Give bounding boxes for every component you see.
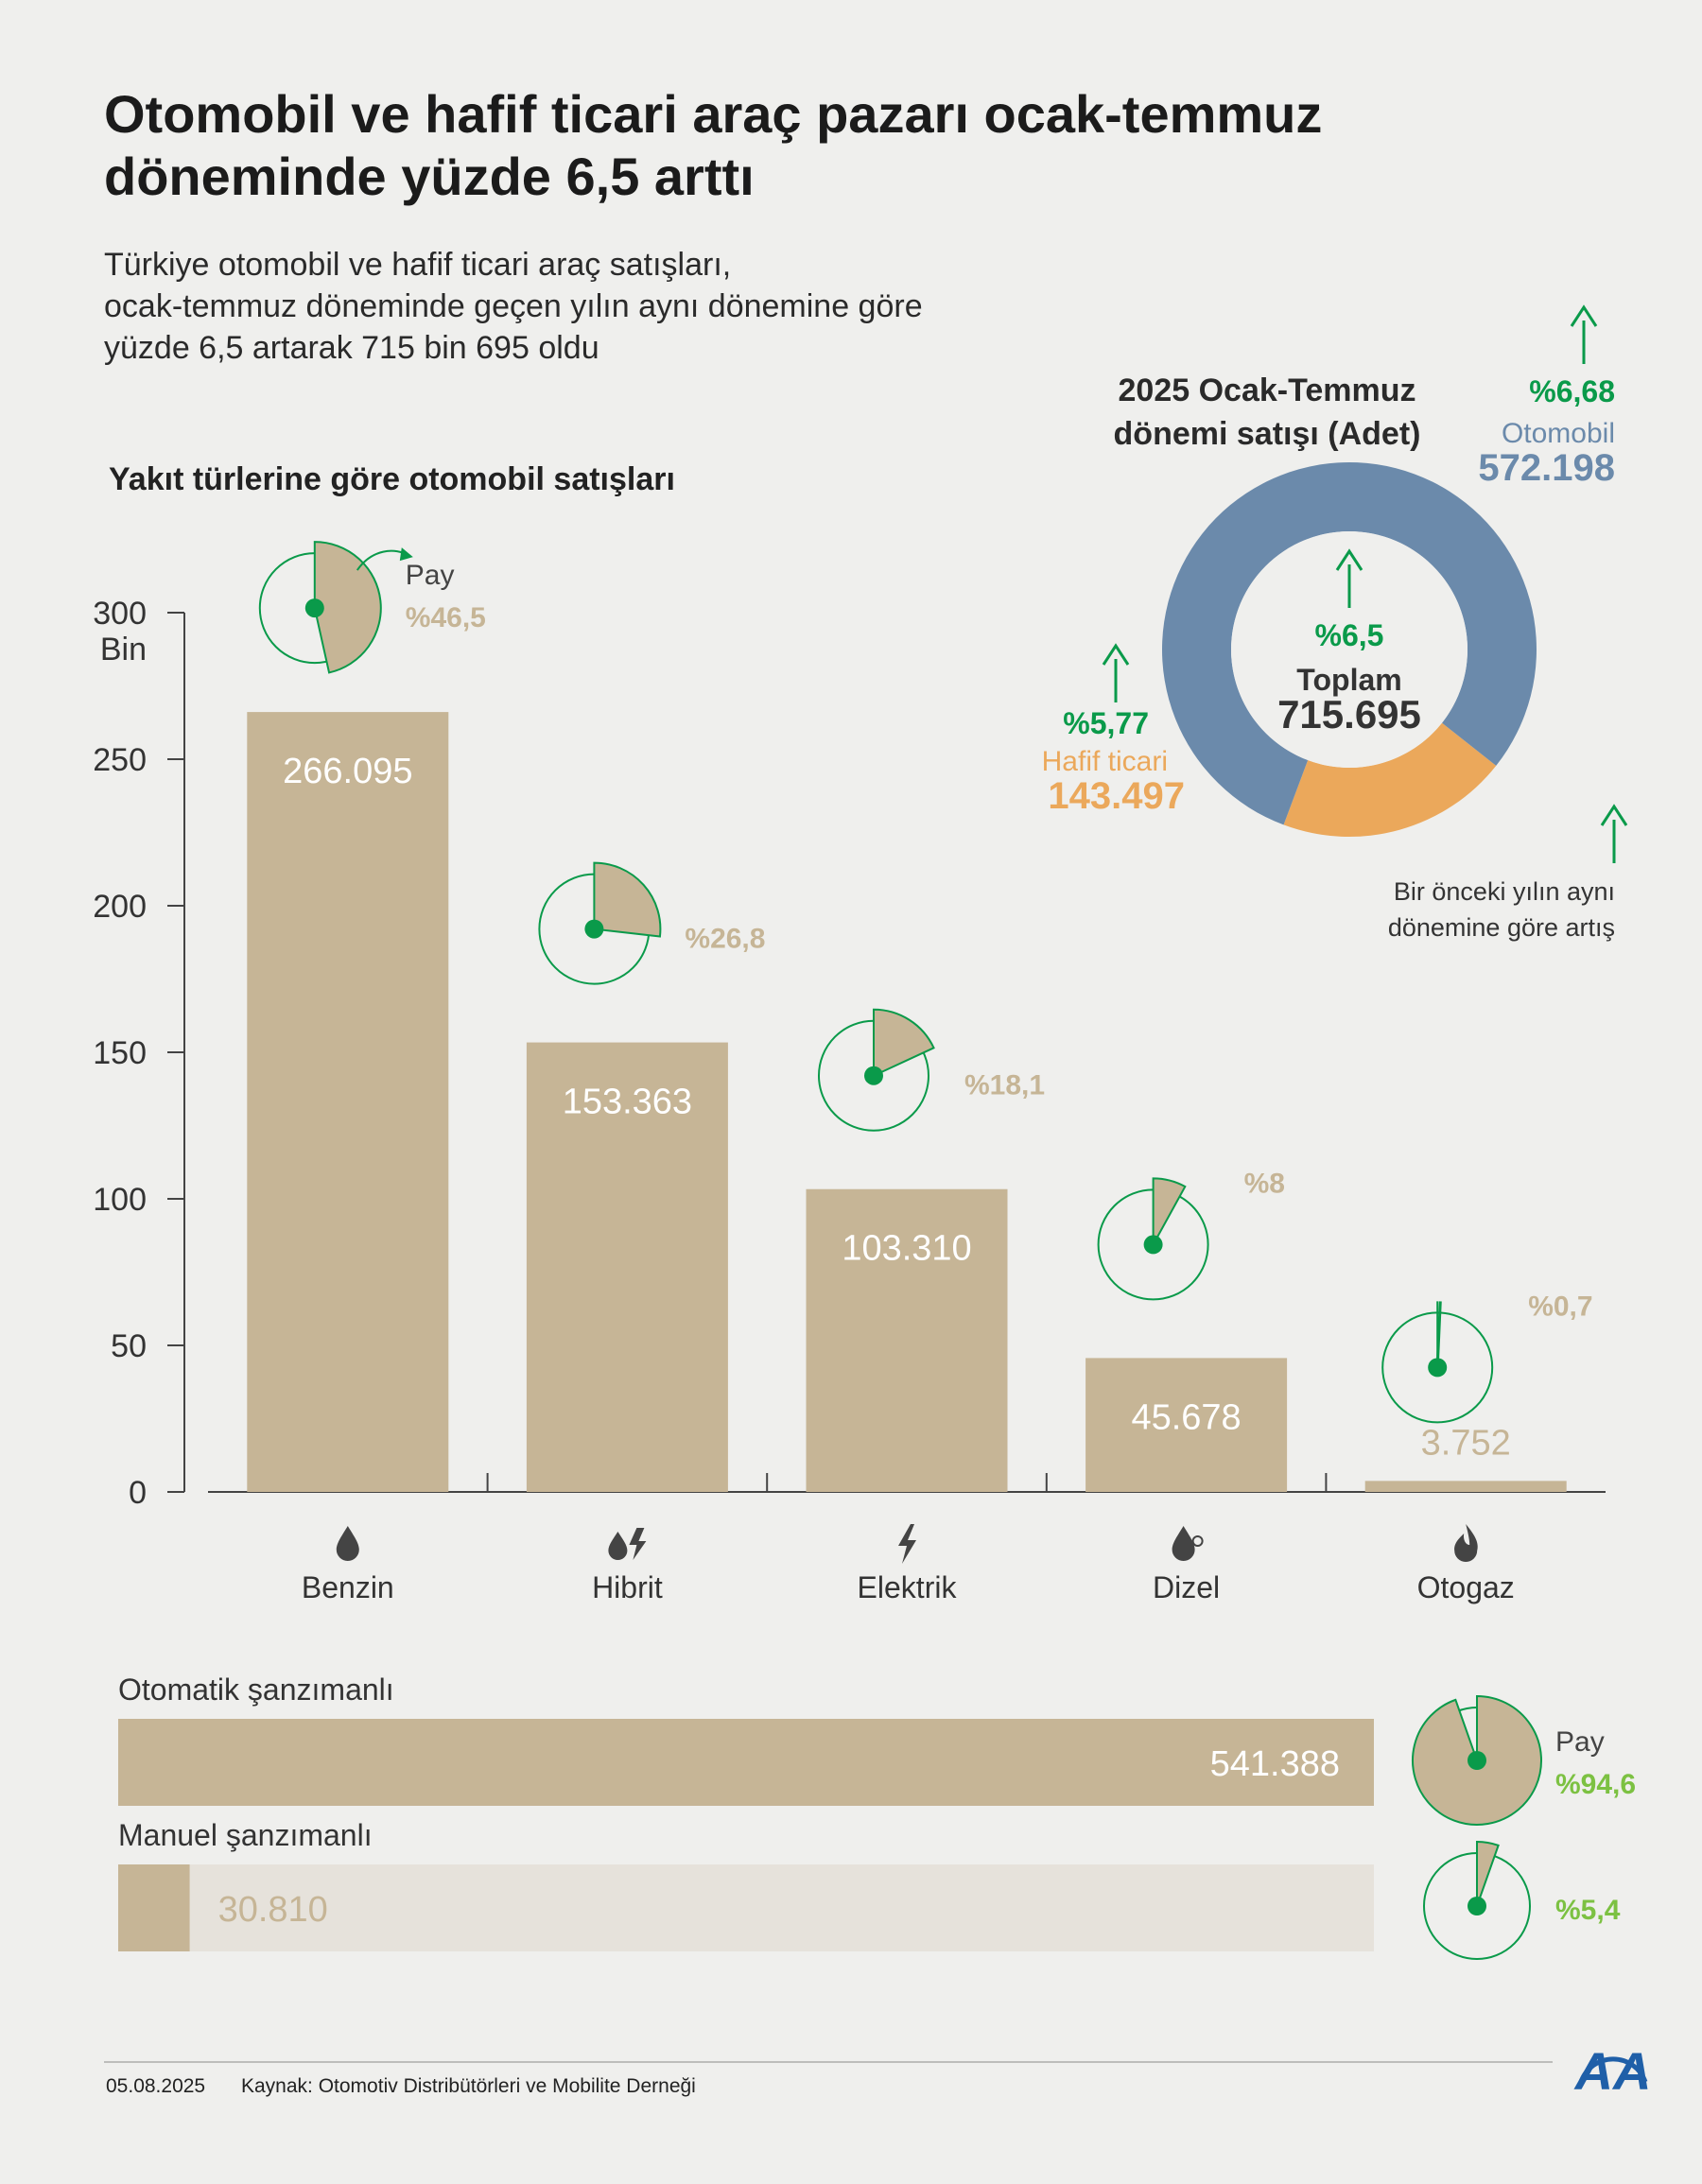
bar: [1085, 1358, 1288, 1492]
footer-date: 05.08.2025: [106, 2075, 206, 2097]
x-tick-label: Otogaz: [1417, 1570, 1515, 1604]
y-tick-label: 0: [129, 1475, 147, 1511]
otomobil-value-label: 572.198: [1478, 447, 1615, 489]
otomobil-change-label: %6,68: [1529, 374, 1615, 408]
logo-text: AA: [1573, 2041, 1652, 2101]
bar: [247, 712, 449, 1492]
footer-divider: [104, 2061, 1553, 2063]
diesel-drop-icon: [1172, 1526, 1204, 1561]
center-total-value: 715.695: [1277, 692, 1421, 737]
y-tick-label: 200: [93, 889, 147, 925]
drop-icon: [336, 1526, 359, 1561]
share-pointer-arrowhead: [399, 547, 413, 562]
hafif-up-arrow-icon: [1102, 643, 1130, 702]
share-gauge: [538, 861, 662, 985]
hybrid-icon: [608, 1528, 647, 1560]
transmission-share-label: %94,6: [1555, 1769, 1636, 1800]
transmission-value-label: 541.388: [1210, 1744, 1340, 1784]
gauge-dot: [1428, 1358, 1448, 1378]
transmission-share-gauge: [1423, 1840, 1531, 1960]
x-tick-label: Dizel: [1153, 1570, 1220, 1604]
gauge-sector: [873, 1008, 935, 1078]
gauge-dot: [304, 598, 324, 618]
otomobil-up-arrow-icon: [1570, 304, 1598, 364]
transmission-value-label: 30.810: [218, 1890, 328, 1930]
bar-value-label: 3.752: [1421, 1423, 1511, 1463]
gauge-sector: [313, 541, 382, 674]
bar: [806, 1188, 1008, 1492]
bar: [526, 1042, 728, 1492]
hafif-change-label: %5,77: [1063, 706, 1149, 740]
donut-chart-title: 2025 Ocak-Temmuz dönemi satışı (Adet): [1113, 373, 1421, 452]
share-gauge: [818, 1008, 935, 1132]
x-tick-label: Elektrik: [858, 1570, 958, 1604]
x-tick-label: Hibrit: [592, 1570, 663, 1604]
bar-value-label: 266.095: [283, 752, 412, 791]
gauge-sector: [593, 861, 662, 938]
lightning-icon: [898, 1524, 916, 1564]
gauge-sector: [1152, 1177, 1187, 1245]
page-title: Otomobil ve hafif ticari araç pazarı oca…: [104, 84, 1323, 206]
aa-logo-icon: AA: [1573, 2041, 1652, 2101]
fuel-chart-heading: Yakıt türlerine göre otomobil satışları: [109, 461, 675, 497]
bar: [1364, 1481, 1567, 1492]
share-percent-label: %18,1: [964, 1070, 1045, 1101]
flame-icon: [1454, 1524, 1478, 1562]
share-percent-label: %0,7: [1528, 1291, 1592, 1322]
share-gauge: [1097, 1177, 1209, 1301]
hafif-value-label: 143.497: [1048, 775, 1185, 817]
y-tick-label: 300: [93, 596, 147, 632]
x-tick-label: Benzin: [302, 1570, 394, 1604]
y-tick-label: 250: [93, 742, 147, 778]
share-title-label: Pay: [406, 560, 455, 591]
transmission-share-gauge: [1412, 1694, 1542, 1826]
donut-slice: [1283, 722, 1497, 837]
share-gauge: [1381, 1301, 1494, 1424]
transmission-category-label: Manuel şanzımanlı: [118, 1818, 373, 1852]
footer-source: Kaynak: Otomotiv Distribütörleri ve Mobi…: [241, 2075, 696, 2097]
gauge-dot: [1143, 1235, 1163, 1255]
share-gauge: [258, 541, 382, 674]
gauge-dot: [1468, 1751, 1486, 1770]
bar-value-label: 153.363: [563, 1083, 692, 1122]
legend-note-line: Bir önceki yılın aynı: [1394, 877, 1615, 906]
y-tick-label: 100: [93, 1182, 147, 1218]
transmission-share-title: Pay: [1555, 1726, 1605, 1758]
donut-slice: [1162, 462, 1537, 825]
y-axis-unit: Bin: [100, 632, 147, 667]
share-percent-label: %26,8: [685, 924, 765, 955]
center-up-arrow-icon: [1335, 548, 1363, 608]
legend-up-arrow-icon: [1600, 804, 1628, 863]
otomobil-name-label: Otomobil: [1502, 418, 1615, 449]
transmission-bar: [118, 1719, 1374, 1806]
gauge-dot: [1468, 1897, 1486, 1915]
bar-value-label: 103.310: [842, 1229, 971, 1269]
page-subtitle: Türkiye otomobil ve hafif ticari araç sa…: [104, 247, 923, 366]
bar-track: [118, 1864, 1374, 1951]
center-change-label: %6,5: [1315, 618, 1384, 652]
gauge-sector: [1476, 1840, 1500, 1907]
hafif-name-label: Hafif ticari: [1042, 746, 1168, 777]
transmission-share-label: %5,4: [1555, 1895, 1621, 1926]
bar-value-label: 45.678: [1131, 1397, 1241, 1437]
y-tick-label: 150: [93, 1035, 147, 1071]
transmission-category-label: Otomatik şanzımanlı: [118, 1673, 394, 1707]
center-total-label: Toplam: [1296, 663, 1401, 697]
y-tick-label: 50: [111, 1328, 147, 1364]
gauge-dot: [864, 1066, 883, 1085]
donut-hole: [1231, 531, 1468, 768]
legend-note-line: dönemine göre artış: [1388, 913, 1615, 942]
gauge-dot: [584, 919, 604, 939]
share-percent-label: %8: [1244, 1168, 1285, 1199]
transmission-bar: [118, 1864, 190, 1951]
share-percent-label: %46,5: [406, 602, 486, 633]
